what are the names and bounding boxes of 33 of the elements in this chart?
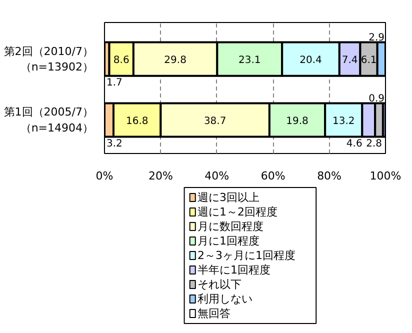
x-tick-label: 20% bbox=[148, 170, 173, 182]
x-tick-label: 0% bbox=[96, 170, 114, 182]
y-tick-label: 第2回（2010/7）（n=13902） bbox=[4, 44, 94, 74]
legend-label: 利用しない bbox=[197, 292, 252, 306]
data-label: 0.9 bbox=[368, 93, 385, 104]
data-label: 29.8 bbox=[164, 55, 186, 66]
legend-label: 週に1～2回程度 bbox=[197, 206, 278, 218]
legend-label: 週に3回以上 bbox=[197, 191, 260, 204]
x-tick-label: 60% bbox=[260, 170, 286, 182]
legend-label: 半年に1回程度 bbox=[197, 264, 270, 276]
x-tick-label: 100% bbox=[370, 170, 402, 182]
data-label: 8.6 bbox=[113, 55, 130, 66]
x-tick-label: 80% bbox=[317, 170, 342, 182]
data-label: 1.7 bbox=[106, 78, 122, 89]
data-label: 4.6 bbox=[346, 138, 362, 150]
legend-label: 月に数回程度 bbox=[197, 220, 264, 233]
x-tick-label: 40% bbox=[204, 170, 230, 182]
data-label: 13.2 bbox=[332, 116, 355, 127]
legend-label: 無回答 bbox=[197, 307, 230, 320]
data-label: 3.2 bbox=[106, 138, 122, 150]
data-label: 23.1 bbox=[238, 55, 261, 66]
data-label: 19.8 bbox=[286, 116, 308, 127]
data-label: 2.9 bbox=[368, 32, 385, 44]
data-label: 20.4 bbox=[300, 55, 322, 66]
legend-label: 月に1回程度 bbox=[197, 234, 260, 248]
legend-label: 2～3ヶ月に1回程度 bbox=[197, 249, 296, 262]
data-label: 6.1 bbox=[360, 55, 377, 66]
data-label: 16.8 bbox=[126, 116, 148, 127]
y-tick-label: 第1回（2005/7）（n=14904） bbox=[4, 106, 94, 134]
legend-label: それ以下 bbox=[197, 278, 242, 291]
data-label: 7.4 bbox=[342, 55, 358, 66]
data-label: 38.7 bbox=[204, 116, 226, 127]
data-label: 2.8 bbox=[366, 138, 382, 150]
